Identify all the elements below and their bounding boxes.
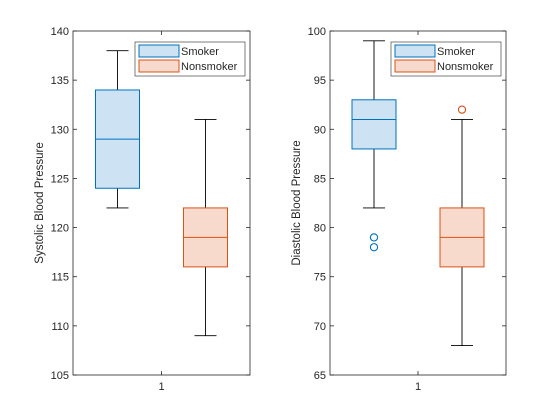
y-tick-label: 120 [51, 223, 69, 235]
y-tick-label: 125 [51, 173, 69, 185]
y-tick-label: 85 [314, 173, 326, 185]
box-iqr [351, 99, 397, 150]
y-tick-label: 105 [51, 370, 69, 382]
outlier-point [369, 233, 379, 242]
box-smoker [95, 50, 140, 209]
y-tick-label: 115 [51, 272, 69, 284]
legend-label-nonsmoker: Nonsmoker [437, 61, 494, 73]
y-tick-label: 70 [314, 321, 326, 333]
y-tick-label: 90 [314, 124, 326, 136]
y-tick-label: 140 [51, 26, 69, 38]
chart-2: 65 70 75 80 85 90 95 100 1 Diastolic Blood Pressu… [291, 26, 507, 393]
box-nonsmoker [183, 119, 228, 337]
chart-1: 105 110 115 120 125 130 135 140 1 Systolic Blood … [34, 26, 251, 393]
y-tick-label: 75 [314, 272, 326, 284]
y-tick-label: 80 [314, 223, 326, 235]
axes-box [329, 30, 507, 376]
outlier-point [457, 105, 467, 114]
legend-swatch-smoker [138, 44, 180, 58]
legend-swatch-nonsmoker [138, 59, 180, 73]
outlier-point [369, 243, 379, 252]
y-axis-label: Diastolic Blood Pressure [291, 140, 303, 265]
legend: Smoker Nonsmoker [390, 41, 502, 77]
legend-label-nonsmoker: Nonsmoker [181, 61, 238, 73]
y-tick-label: 130 [51, 124, 69, 136]
y-tick-label: 110 [51, 321, 69, 333]
y-axis-label: Systolic Blood Pressure [34, 142, 46, 263]
y-tick-label: 95 [314, 75, 326, 87]
y-tick-label: 100 [308, 26, 326, 38]
legend-label-smoker: Smoker [181, 46, 219, 58]
box-smoker [351, 40, 397, 252]
y-tick-label: 65 [314, 370, 326, 382]
legend-swatch-smoker [394, 44, 436, 58]
legend: Smoker Nonsmoker [134, 41, 246, 77]
box-nonsmoker [439, 105, 485, 346]
x-tick-label: 1 [158, 381, 164, 393]
axes-box [72, 30, 251, 376]
legend-label-smoker: Smoker [437, 46, 475, 58]
y-tick-label: 135 [51, 75, 69, 87]
x-tick-label: 1 [415, 381, 421, 393]
legend-swatch-nonsmoker [394, 59, 436, 73]
